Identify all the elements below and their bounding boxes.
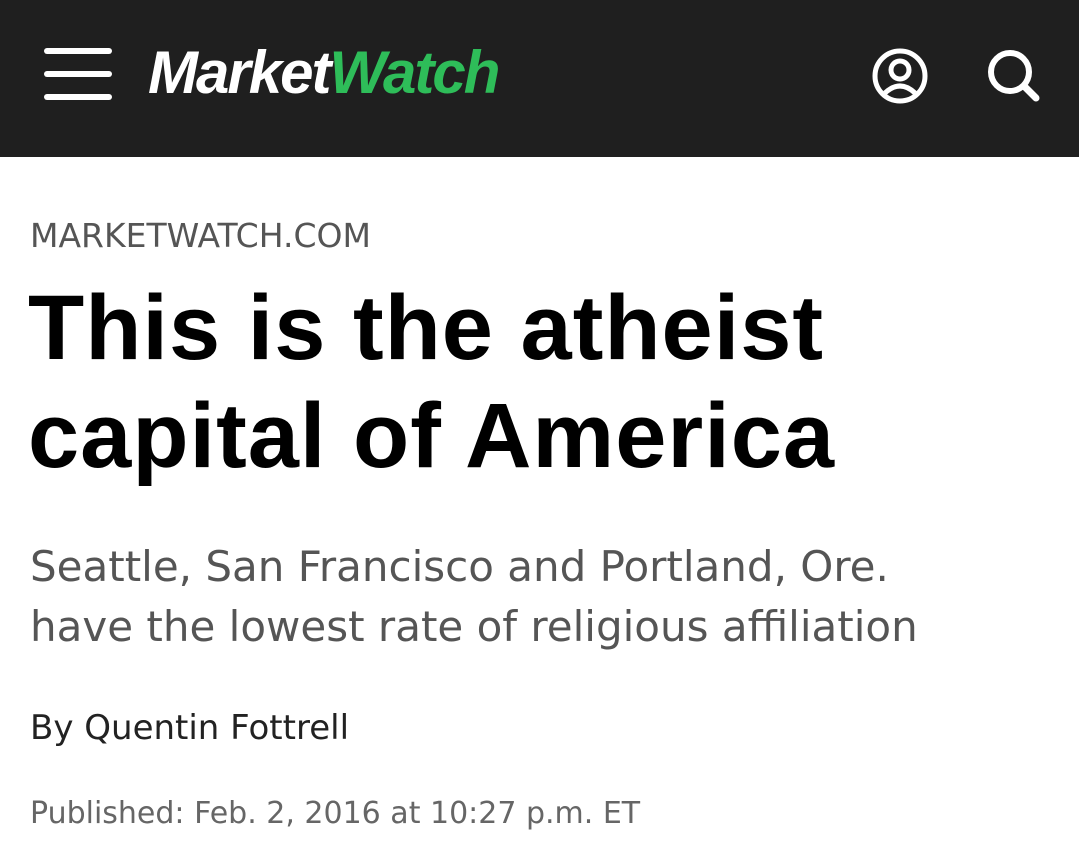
subtitle: Seattle, San Francisco and Portland, Ore… — [30, 542, 889, 591]
headline: This is the atheist — [28, 277, 825, 379]
logo[interactable]: MarketWatch — [148, 38, 500, 107]
subtitle: have the lowest rate of religious affili… — [30, 602, 918, 651]
headline: capital of America — [28, 385, 836, 487]
account-button[interactable] — [870, 46, 930, 106]
search-button[interactable] — [984, 46, 1044, 106]
byline: By Quentin Fottrell — [30, 708, 350, 748]
published-date: Published: Feb. 2, 2016 at 10:27 p.m. ET — [30, 796, 641, 831]
source: MARKETWATCH.COM — [30, 216, 371, 255]
logo-watch: Watch — [329, 39, 500, 106]
menu-button[interactable] — [44, 48, 114, 100]
top-bar: MarketWatch — [0, 0, 1079, 157]
logo-market: Market — [148, 39, 331, 106]
